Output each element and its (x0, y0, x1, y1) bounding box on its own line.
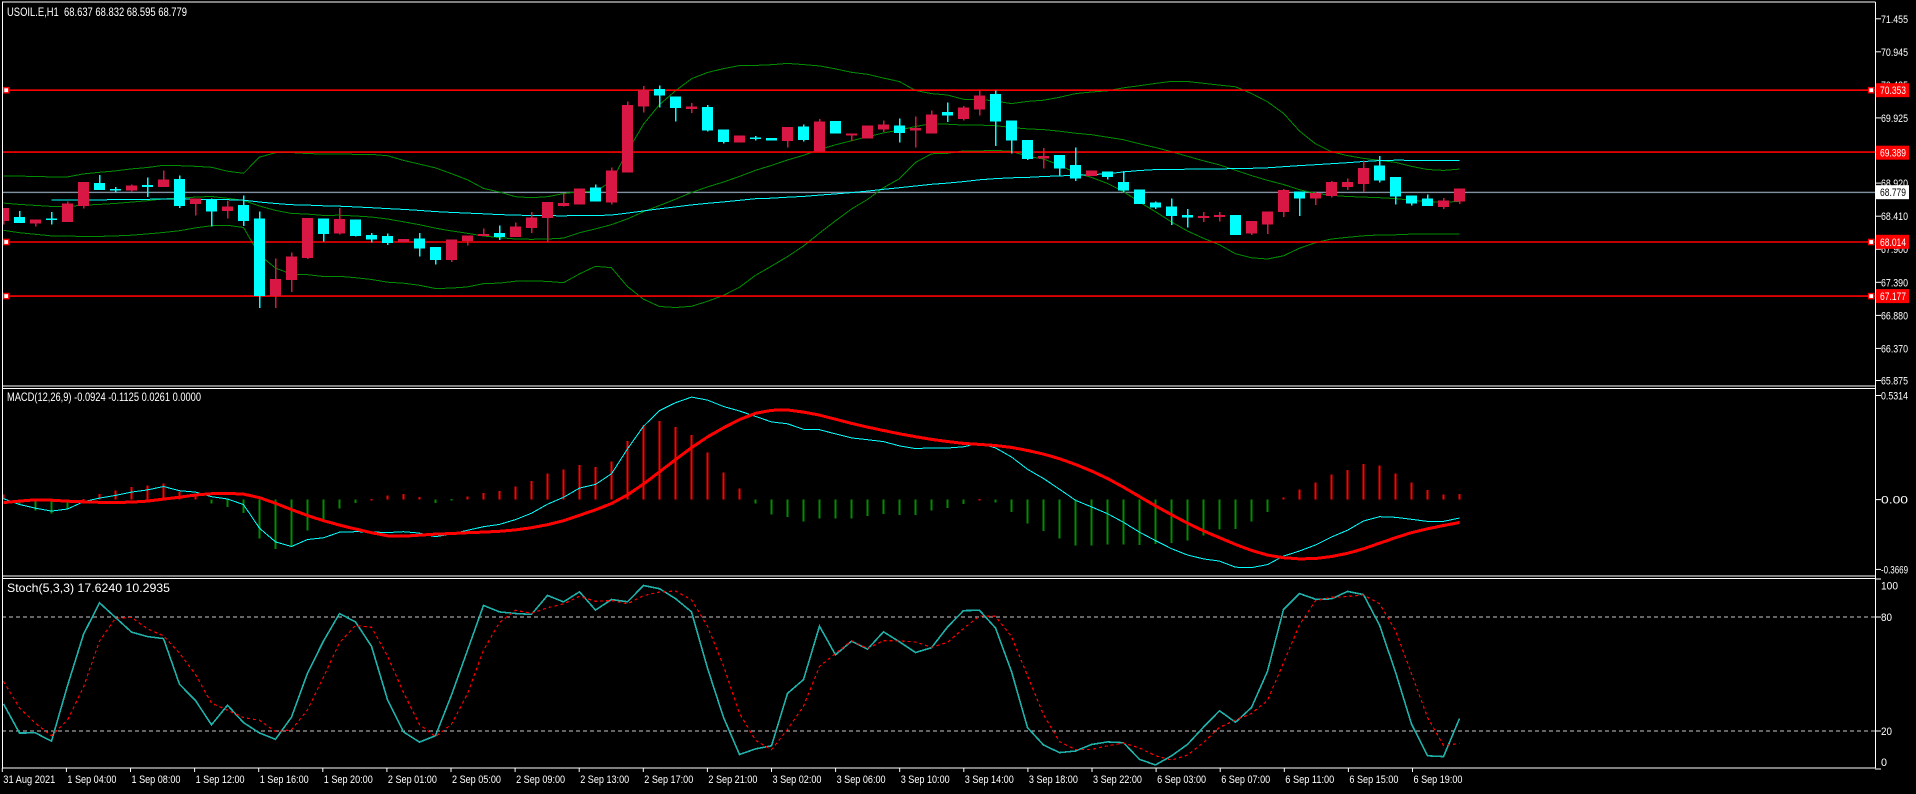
svg-text:68.014: 68.014 (1880, 237, 1906, 249)
svg-text:67.177: 67.177 (1880, 291, 1906, 303)
svg-text:2 Sep 13:00: 2 Sep 13:00 (580, 774, 629, 786)
svg-text:2 Sep 09:00: 2 Sep 09:00 (516, 774, 565, 786)
svg-text:Stoch(5,3,3) 17.6240 10.2935: Stoch(5,3,3) 17.6240 10.2935 (7, 581, 170, 595)
svg-text:69.389: 69.389 (1880, 148, 1906, 160)
svg-text:6 Sep 11:00: 6 Sep 11:00 (1285, 774, 1334, 786)
svg-text:0.5314: 0.5314 (1881, 391, 1908, 403)
svg-text:20: 20 (1881, 726, 1892, 738)
svg-text:70.945: 70.945 (1881, 47, 1908, 59)
svg-text:71.455: 71.455 (1881, 14, 1908, 26)
svg-text:65.875: 65.875 (1881, 376, 1908, 388)
svg-text:2 Sep 01:00: 2 Sep 01:00 (388, 774, 437, 786)
svg-text:0: 0 (1881, 757, 1887, 769)
svg-text:69.925: 69.925 (1881, 113, 1908, 125)
svg-text:2 Sep 17:00: 2 Sep 17:00 (644, 774, 693, 786)
svg-text:3 Sep 18:00: 3 Sep 18:00 (1029, 774, 1078, 786)
svg-text:2 Sep 21:00: 2 Sep 21:00 (708, 774, 757, 786)
svg-text:MACD(12,26,9) -0.0924 -0.1125: MACD(12,26,9) -0.0924 -0.1125 0.0261 0.0… (7, 390, 201, 404)
svg-text:6 Sep 15:00: 6 Sep 15:00 (1349, 774, 1398, 786)
svg-text:3 Sep 22:00: 3 Sep 22:00 (1093, 774, 1142, 786)
svg-text:USOIL.E,H1 68.637 68.832 68.5: USOIL.E,H1 68.637 68.832 68.595 68.779 (7, 5, 187, 19)
svg-text:6 Sep 03:00: 6 Sep 03:00 (1157, 774, 1206, 786)
svg-text:1 Sep 20:00: 1 Sep 20:00 (324, 774, 373, 786)
svg-text:70.353: 70.353 (1880, 85, 1906, 97)
svg-text:67.390: 67.390 (1881, 277, 1908, 289)
svg-text:1 Sep 08:00: 1 Sep 08:00 (132, 774, 181, 786)
svg-text:3 Sep 10:00: 3 Sep 10:00 (901, 774, 950, 786)
svg-text:66.370: 66.370 (1881, 343, 1908, 355)
svg-text:100: 100 (1881, 581, 1898, 593)
svg-text:3 Sep 02:00: 3 Sep 02:00 (773, 774, 822, 786)
svg-text:66.880: 66.880 (1881, 310, 1908, 322)
svg-text:80: 80 (1881, 612, 1892, 624)
svg-text:31 Aug 2021: 31 Aug 2021 (3, 774, 55, 786)
svg-text:1 Sep 12:00: 1 Sep 12:00 (196, 774, 245, 786)
svg-text:68.410: 68.410 (1881, 211, 1908, 223)
svg-text:6 Sep 07:00: 6 Sep 07:00 (1221, 774, 1270, 786)
svg-text:-0.3669: -0.3669 (1881, 564, 1908, 576)
svg-text:68.779: 68.779 (1880, 187, 1906, 199)
svg-text:6 Sep 19:00: 6 Sep 19:00 (1414, 774, 1463, 786)
svg-text:3 Sep 14:00: 3 Sep 14:00 (965, 774, 1014, 786)
svg-text:2 Sep 05:00: 2 Sep 05:00 (452, 774, 501, 786)
svg-text:1 Sep 16:00: 1 Sep 16:00 (260, 774, 309, 786)
svg-text:0.00: 0.00 (1881, 495, 1908, 507)
svg-text:3 Sep 06:00: 3 Sep 06:00 (837, 774, 886, 786)
svg-text:1 Sep 04:00: 1 Sep 04:00 (67, 774, 116, 786)
